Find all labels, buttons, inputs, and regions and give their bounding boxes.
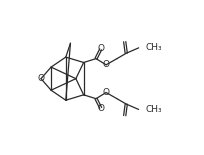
Text: O: O bbox=[98, 44, 105, 53]
Text: O: O bbox=[98, 104, 105, 113]
Text: O: O bbox=[103, 88, 110, 97]
Text: O: O bbox=[38, 74, 44, 83]
Text: CH₃: CH₃ bbox=[146, 105, 162, 114]
Text: O: O bbox=[103, 60, 110, 69]
Text: CH₃: CH₃ bbox=[146, 43, 162, 52]
